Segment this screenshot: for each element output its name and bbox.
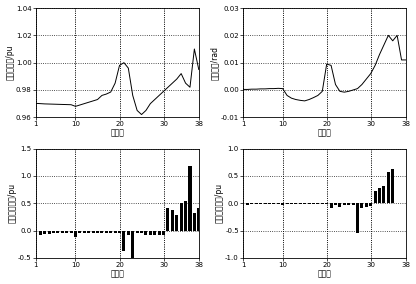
Bar (329, 203, 333, 208)
Bar (149, 231, 152, 235)
Bar (347, 203, 350, 205)
Bar (391, 170, 394, 203)
Bar (127, 231, 130, 235)
X-axis label: 节点号: 节点号 (317, 270, 332, 278)
Bar (352, 203, 355, 205)
Bar (83, 231, 86, 233)
Bar (39, 231, 42, 235)
Bar (334, 203, 337, 205)
Bar (158, 231, 161, 235)
Bar (105, 231, 108, 233)
Bar (285, 203, 289, 204)
Bar (250, 203, 253, 204)
Bar (122, 231, 126, 251)
Bar (166, 208, 169, 231)
Y-axis label: 电压标幺値/pu: 电压标幺値/pu (5, 45, 15, 80)
Bar (175, 215, 178, 231)
Bar (140, 231, 143, 233)
Bar (87, 231, 90, 233)
Y-axis label: 节点注入有功/pu: 节点注入有功/pu (7, 183, 17, 223)
Bar (109, 231, 112, 233)
Bar (162, 231, 165, 235)
Bar (43, 231, 46, 234)
Bar (118, 231, 121, 233)
Bar (263, 203, 267, 204)
Bar (47, 231, 51, 234)
Bar (255, 203, 258, 204)
Bar (74, 231, 77, 237)
Bar (307, 203, 311, 204)
Bar (144, 231, 148, 235)
Bar (131, 231, 134, 262)
Bar (312, 203, 315, 204)
Bar (136, 231, 139, 233)
Bar (387, 172, 390, 203)
Bar (96, 231, 99, 233)
Bar (338, 203, 342, 206)
Bar (100, 231, 104, 233)
Bar (369, 203, 372, 206)
Bar (281, 203, 284, 205)
Bar (295, 203, 297, 204)
Bar (277, 203, 280, 204)
Bar (259, 203, 262, 204)
Bar (303, 203, 306, 204)
Bar (321, 203, 324, 204)
Bar (374, 191, 376, 203)
Bar (184, 201, 187, 231)
Bar (343, 203, 346, 205)
Y-axis label: 电压角度/rad: 电压角度/rad (210, 46, 219, 80)
Bar (188, 166, 191, 231)
Bar (153, 231, 156, 235)
Bar (356, 203, 359, 233)
Bar (52, 231, 55, 233)
Bar (378, 188, 381, 203)
Bar (268, 203, 271, 204)
Bar (114, 231, 116, 233)
Bar (360, 203, 364, 208)
Bar (246, 203, 249, 205)
Bar (180, 203, 183, 231)
Bar (171, 210, 174, 231)
X-axis label: 节点号: 节点号 (110, 270, 124, 278)
Bar (290, 203, 293, 204)
X-axis label: 节点号: 节点号 (317, 129, 332, 138)
Bar (365, 203, 368, 206)
Bar (69, 231, 73, 233)
Bar (56, 231, 59, 233)
Bar (316, 203, 319, 204)
Bar (92, 231, 95, 233)
X-axis label: 节点号: 节点号 (110, 129, 124, 138)
Bar (78, 231, 82, 233)
Bar (325, 203, 328, 204)
Y-axis label: 节点注入无功/pu: 节点注入无功/pu (215, 183, 224, 223)
Bar (272, 203, 275, 204)
Bar (197, 208, 201, 231)
Bar (193, 213, 196, 231)
Bar (65, 231, 68, 233)
Bar (382, 186, 386, 203)
Bar (299, 203, 302, 204)
Bar (61, 231, 64, 233)
